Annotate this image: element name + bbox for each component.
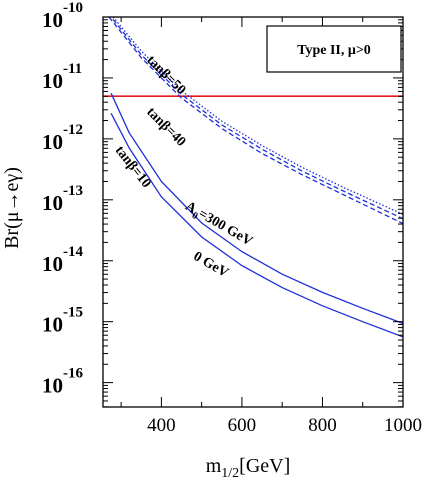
series-line-4 [110,92,403,325]
curve-annotation-1: tanβ=50 [143,53,188,98]
series-line-3 [108,17,403,225]
legend-frame [266,25,402,73]
series-line-1 [112,17,403,215]
x-tick-label: 600 [228,415,257,436]
series-line-5 [110,112,403,338]
legend-text: Type II, μ>0 [297,43,371,58]
y-tick-label: 10-10 [42,0,83,32]
y-tick-label: 10-16 [42,366,83,398]
y-tick-label: 10-14 [42,244,83,276]
series-layer [103,17,403,338]
curve-annotation-4: A0=300 GeV [181,199,255,252]
legend-box: Type II, μ>0 [266,25,402,73]
y-tick-label: 10-15 [42,305,83,337]
y-tick-label: 10-12 [42,122,83,154]
curve-annotation-2: tanβ=40 [143,105,188,150]
x-axis-label: m1/2[GeV] [206,455,291,480]
y-axis-label: Br(μ→eγ) [1,167,23,249]
series-line-2 [112,18,403,220]
y-tick-label: 10-13 [42,183,83,215]
x-tick-label: 800 [308,415,337,436]
curve-annotation-3: tanβ=10 [112,143,154,191]
plot-frame [102,16,404,408]
y-tick-label: 10-11 [42,61,82,93]
x-tick-label: 1000 [384,415,422,436]
x-tick-label: 400 [147,415,176,436]
